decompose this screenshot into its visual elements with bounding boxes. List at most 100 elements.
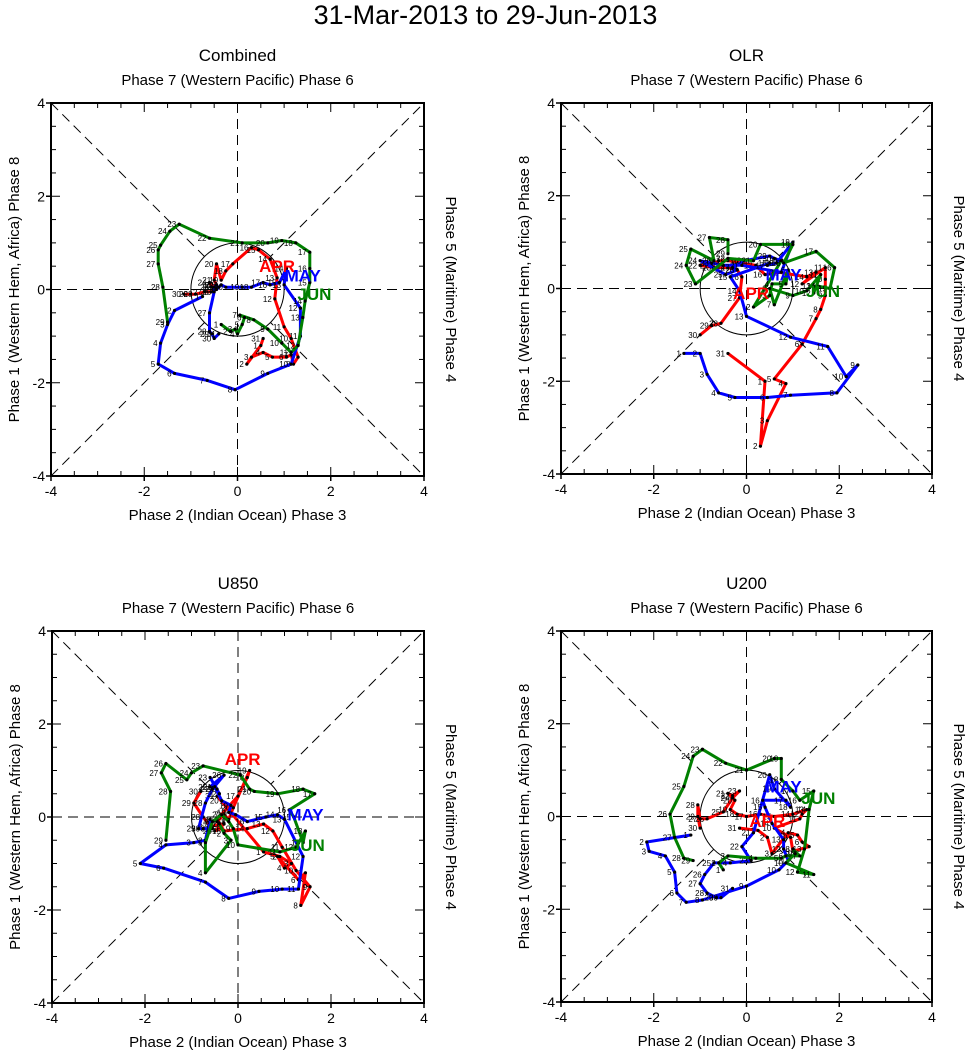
day-point <box>249 285 254 289</box>
day-point <box>185 778 189 782</box>
day-label: 6 <box>205 818 210 827</box>
day-label: 11 <box>280 348 289 357</box>
day-label: 11 <box>816 342 825 351</box>
day-label: 25 <box>679 245 688 254</box>
day-point <box>698 826 702 830</box>
day-point <box>303 871 308 875</box>
day-label: 21 <box>716 789 725 798</box>
day-point <box>826 344 830 349</box>
day-point <box>819 307 823 311</box>
day-label: 4 <box>230 330 235 339</box>
day-label: 28 <box>191 813 200 822</box>
day-point <box>280 238 284 243</box>
day-point <box>233 327 237 331</box>
day-label: 15 <box>268 279 277 288</box>
day-label: 14 <box>293 297 302 306</box>
day-point <box>245 775 249 780</box>
day-label: 18 <box>217 808 226 817</box>
day-label: 5 <box>778 280 783 289</box>
day-point <box>162 866 166 870</box>
day-point <box>308 885 312 889</box>
day-point <box>222 831 226 835</box>
day-label: 16 <box>235 818 244 827</box>
day-point <box>798 854 802 858</box>
day-point <box>784 861 788 865</box>
day-label: 14 <box>797 806 806 815</box>
day-point <box>210 787 215 791</box>
day-point <box>203 880 208 884</box>
day-label: 21 <box>730 261 739 270</box>
y-axis-label: Phase 1 (Western Hem, Africa) Phase 8 <box>516 684 533 950</box>
day-point <box>273 297 277 301</box>
day-label: 4 <box>277 864 282 873</box>
day-point <box>705 372 709 376</box>
day-point <box>289 350 293 355</box>
day-point <box>795 833 800 837</box>
day-point <box>192 801 196 805</box>
day-point <box>238 313 242 317</box>
day-point <box>278 850 282 854</box>
top-axis-label: Phase 7 (Western Pacific) Phase 6 <box>630 72 862 89</box>
day-label: 10 <box>284 866 293 875</box>
day-label: 13 <box>735 312 744 321</box>
day-label: 14 <box>291 839 300 848</box>
day-point <box>791 789 795 793</box>
day-point <box>705 817 709 821</box>
y-axis-label: Phase 1 (Western Hem, Africa) Phase 8 <box>516 156 533 422</box>
day-label: 17 <box>781 787 790 796</box>
day-point <box>294 868 298 873</box>
y-axis-label: Phase 1 (Western Hem, Africa) Phase 8 <box>7 684 24 950</box>
day-point <box>219 322 223 327</box>
day-label: 17 <box>774 796 783 805</box>
day-label: 11 <box>809 271 818 280</box>
day-label: 15 <box>818 285 827 294</box>
day-label: 6 <box>760 393 765 402</box>
day-point <box>779 856 783 860</box>
day-point <box>256 248 261 252</box>
day-label: 11 <box>802 870 811 879</box>
day-label: 1 <box>716 866 721 875</box>
day-label: 8 <box>785 847 790 856</box>
day-label: 17 <box>221 260 230 269</box>
day-label: 12 <box>291 853 300 862</box>
day-label: 12 <box>786 868 795 877</box>
day-point <box>212 290 216 294</box>
day-label: 2 <box>198 836 203 845</box>
day-point <box>245 827 249 831</box>
day-label: 29 <box>700 322 709 331</box>
day-point <box>212 285 216 289</box>
day-point <box>744 768 749 772</box>
day-point <box>289 861 294 866</box>
day-label: 27 <box>198 822 207 831</box>
day-point <box>201 764 205 768</box>
day-point <box>663 854 667 858</box>
day-point <box>289 362 293 366</box>
day-point <box>213 829 217 833</box>
day-label: 7 <box>284 351 289 360</box>
day-point <box>164 838 168 842</box>
day-point <box>208 785 212 789</box>
panel-title: Combined <box>199 46 277 65</box>
day-label: 7 <box>792 852 797 861</box>
day-point <box>227 896 231 900</box>
day-point <box>754 856 758 860</box>
day-label: 6 <box>781 266 786 275</box>
day-label: 26 <box>212 820 221 829</box>
day-point <box>208 817 212 821</box>
day-point <box>275 276 279 280</box>
day-point <box>168 789 173 794</box>
day-point <box>823 266 827 270</box>
day-point <box>719 896 723 900</box>
day-label: 26 <box>212 771 221 780</box>
day-label: 10 <box>279 334 288 343</box>
day-point <box>280 887 284 891</box>
day-point <box>217 822 221 826</box>
day-point <box>301 854 305 859</box>
day-label: 3 <box>642 847 647 856</box>
day-label: 23 <box>700 259 709 268</box>
day-point <box>215 820 219 824</box>
day-label: 26 <box>658 810 667 819</box>
day-label: 4 <box>153 339 158 348</box>
day-label: 20 <box>221 804 230 813</box>
